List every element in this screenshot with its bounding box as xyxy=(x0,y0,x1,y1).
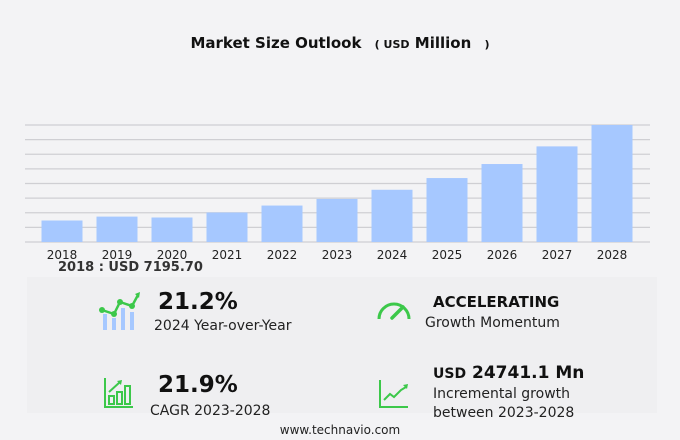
chart-title: Market Size Outlook ( USD Million ) xyxy=(0,34,680,52)
bar-2019 xyxy=(96,216,138,242)
growth-chart-icon xyxy=(99,292,140,330)
cagr-chart-icon xyxy=(104,378,133,408)
bar-2028 xyxy=(591,125,633,242)
x-tick-label: 2019 xyxy=(102,248,133,262)
x-tick-label: 2026 xyxy=(487,248,518,262)
cagr-label: CAGR 2023-2028 xyxy=(150,403,271,419)
x-tick-label: 2023 xyxy=(322,248,353,262)
title-currency: USD xyxy=(383,38,410,51)
yoy-value: 21.2% xyxy=(158,289,238,315)
bar-2023 xyxy=(316,198,358,242)
footer-url: www.technavio.com xyxy=(279,423,401,437)
incremental-currency: USD xyxy=(433,366,467,382)
momentum-value: ACCELERATING xyxy=(433,293,560,311)
yoy-label: 2024 Year-over-Year xyxy=(154,318,292,334)
incremental-amount: 24741.1 Mn xyxy=(472,363,585,383)
bar-2025 xyxy=(426,178,468,242)
momentum-label: Growth Momentum xyxy=(425,315,560,331)
x-tick-label: 2021 xyxy=(212,248,243,262)
bar-2022 xyxy=(261,205,303,242)
x-tick-label: 2027 xyxy=(542,248,573,262)
paren: ( xyxy=(374,38,380,51)
x-tick-label: 2024 xyxy=(377,248,408,262)
paren: ) xyxy=(484,38,490,51)
base-year-value: 2018 : USD 7195.70 xyxy=(58,260,203,275)
cagr-value: 21.9% xyxy=(158,372,238,398)
incremental-value: USD 24741.1 Mn xyxy=(433,363,584,383)
x-tick-label: 2022 xyxy=(267,248,298,262)
bar-2020 xyxy=(151,217,193,242)
bar-2024 xyxy=(371,189,413,242)
title-main: Market Size Outlook xyxy=(190,34,362,52)
stats-panel xyxy=(27,277,657,413)
incremental-label-1: Incremental growth xyxy=(433,386,571,402)
speedometer-icon xyxy=(377,302,411,320)
title-unit: Million xyxy=(414,34,472,52)
incremental-label-2: between 2023-2028 xyxy=(433,405,575,421)
x-tick-label: 2025 xyxy=(432,248,463,262)
bar-chart: 2018 2019 2020 2021 2022 2023 2024 2025 2026 2027… xyxy=(25,124,650,262)
x-tick-label: 2020 xyxy=(157,248,188,262)
incremental-growth-icon xyxy=(379,380,408,408)
bar-2027 xyxy=(536,146,578,242)
bar-2021 xyxy=(206,212,248,242)
bar-2018 xyxy=(41,220,83,242)
bar-2026 xyxy=(481,164,523,242)
x-tick-label: 2028 xyxy=(597,248,628,262)
x-tick-label: 2018 xyxy=(47,248,78,262)
